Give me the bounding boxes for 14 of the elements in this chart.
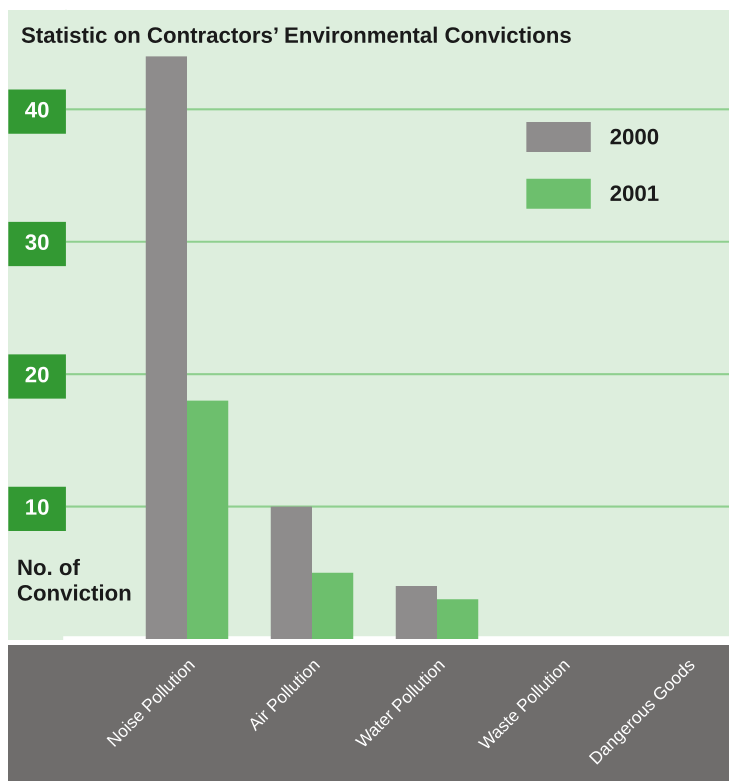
bar xyxy=(146,56,187,639)
y-tick-label: 10 xyxy=(26,499,49,515)
y-tick-label: 20 xyxy=(26,366,49,382)
y-tick-label: 30 xyxy=(25,234,49,250)
bar xyxy=(187,400,228,639)
bar xyxy=(437,599,478,639)
text: Statistic on Contractors’ Environmental Convictions xyxy=(22,26,571,43)
bar xyxy=(396,586,437,639)
legend-label: 2000 xyxy=(610,128,658,144)
bar xyxy=(270,506,312,639)
y-tick-label: 40 xyxy=(25,102,49,118)
y-axis-title: No. of Conviction xyxy=(18,558,130,601)
legend-label: 2001 xyxy=(610,185,658,202)
bar xyxy=(312,572,354,639)
